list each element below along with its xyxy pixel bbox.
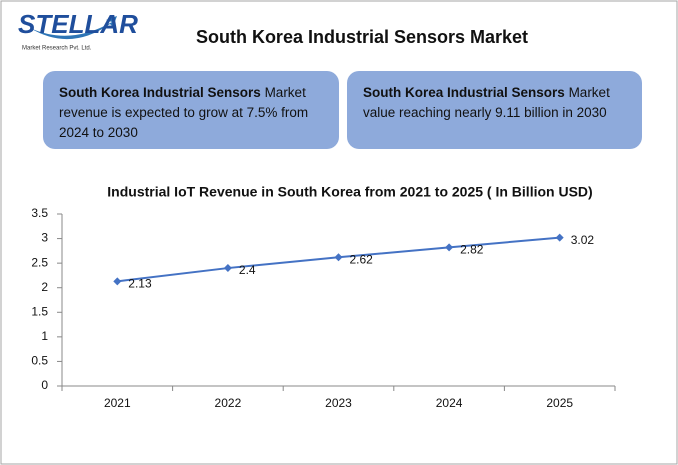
info-text: Market value reaching nearly 9.11 billio… [363, 85, 610, 120]
y-tick-label: 3.5 [31, 206, 48, 220]
y-tick-label: 1.5 [31, 304, 48, 318]
logo-tagline: Market Research Pvt. Ltd. [22, 46, 92, 52]
marker [555, 233, 564, 242]
info-box: South Korea Industrial Sensors Market re… [43, 71, 339, 149]
chart-title: Industrial IoT Revenue in South Korea fr… [107, 184, 592, 200]
x-tick-label: 2024 [436, 396, 463, 410]
y-tick-label: 0.5 [31, 354, 48, 368]
data-label: 2.82 [460, 243, 484, 257]
info-bold: South Korea Industrial Sensors [363, 85, 565, 100]
info-bold: South Korea Industrial Sensors [59, 85, 261, 100]
y-tick-label: 2 [41, 280, 48, 294]
info-box: South Korea Industrial Sensors Market va… [347, 71, 642, 149]
data-label: 2.13 [128, 276, 152, 290]
y-tick-label: 3 [41, 231, 48, 245]
marker [334, 253, 343, 262]
marker [113, 277, 122, 286]
marker [445, 243, 454, 252]
page-title: South Korea Industrial Sensors Market [196, 27, 528, 47]
x-tick-label: 2025 [546, 396, 573, 410]
data-label: 2.62 [350, 252, 374, 266]
x-tick-label: 2023 [325, 396, 352, 410]
x-tick-label: 2022 [215, 396, 242, 410]
logo: STELLAR [18, 9, 138, 39]
x-tick-label: 2021 [104, 396, 131, 410]
y-tick-label: 0 [41, 378, 48, 392]
info-text: Market revenue is expected to grow at 7.… [59, 85, 309, 140]
data-label: 2.4 [239, 263, 256, 277]
y-tick-label: 2.5 [31, 255, 48, 269]
y-tick-label: 1 [41, 329, 48, 343]
data-label: 3.02 [571, 233, 595, 247]
marker [223, 264, 232, 273]
